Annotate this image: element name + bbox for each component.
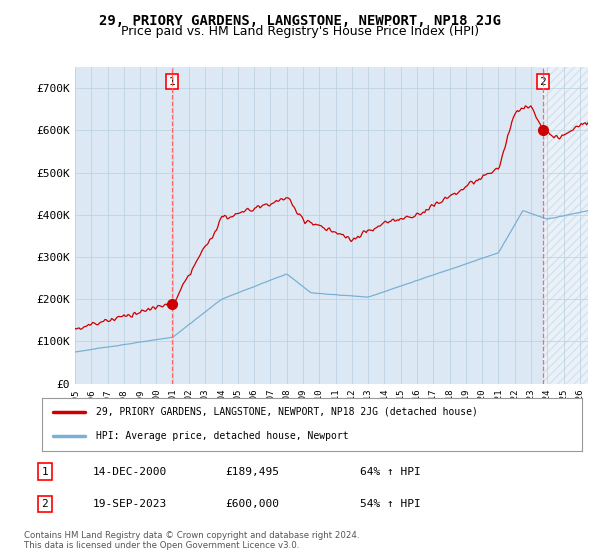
Text: 19-SEP-2023: 19-SEP-2023 — [93, 499, 167, 509]
Text: 2: 2 — [41, 499, 49, 509]
Text: £189,495: £189,495 — [225, 466, 279, 477]
Text: 29, PRIORY GARDENS, LANGSTONE, NEWPORT, NP18 2JG: 29, PRIORY GARDENS, LANGSTONE, NEWPORT, … — [99, 14, 501, 28]
Text: 54% ↑ HPI: 54% ↑ HPI — [360, 499, 421, 509]
Text: HPI: Average price, detached house, Newport: HPI: Average price, detached house, Newp… — [96, 431, 349, 441]
Text: 1: 1 — [169, 77, 175, 87]
Bar — [543, 67, 588, 384]
Text: 1: 1 — [41, 466, 49, 477]
Text: 29, PRIORY GARDENS, LANGSTONE, NEWPORT, NP18 2JG (detached house): 29, PRIORY GARDENS, LANGSTONE, NEWPORT, … — [96, 407, 478, 417]
Text: 2: 2 — [539, 77, 546, 87]
Bar — [543, 67, 588, 384]
Text: Price paid vs. HM Land Registry's House Price Index (HPI): Price paid vs. HM Land Registry's House … — [121, 25, 479, 38]
Text: Contains HM Land Registry data © Crown copyright and database right 2024.
This d: Contains HM Land Registry data © Crown c… — [24, 530, 359, 550]
Text: 64% ↑ HPI: 64% ↑ HPI — [360, 466, 421, 477]
Bar — [543, 67, 588, 384]
Text: 14-DEC-2000: 14-DEC-2000 — [93, 466, 167, 477]
Text: £600,000: £600,000 — [225, 499, 279, 509]
